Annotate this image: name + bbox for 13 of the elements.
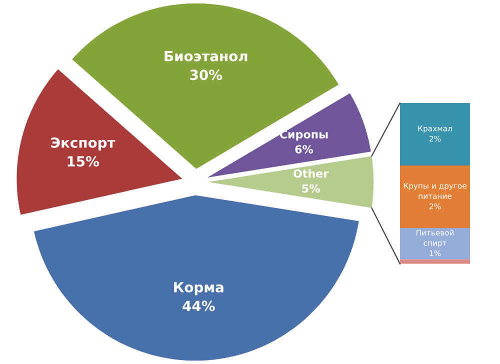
data-label: 6% [295, 145, 314, 154]
bar [400, 228, 470, 260]
slice-label: Биоэтанол [164, 51, 248, 62]
bar [400, 165, 470, 228]
data-label: 5% [302, 184, 320, 193]
slice-label: Экспорт [51, 137, 116, 151]
data-label: 44% [182, 300, 215, 312]
bar [400, 259, 470, 264]
bar [400, 103, 470, 166]
data-label: 30% [190, 70, 222, 80]
data-label: 15% [68, 156, 99, 167]
slice-label: Корма [174, 282, 224, 296]
slice-label: Other [294, 169, 329, 178]
